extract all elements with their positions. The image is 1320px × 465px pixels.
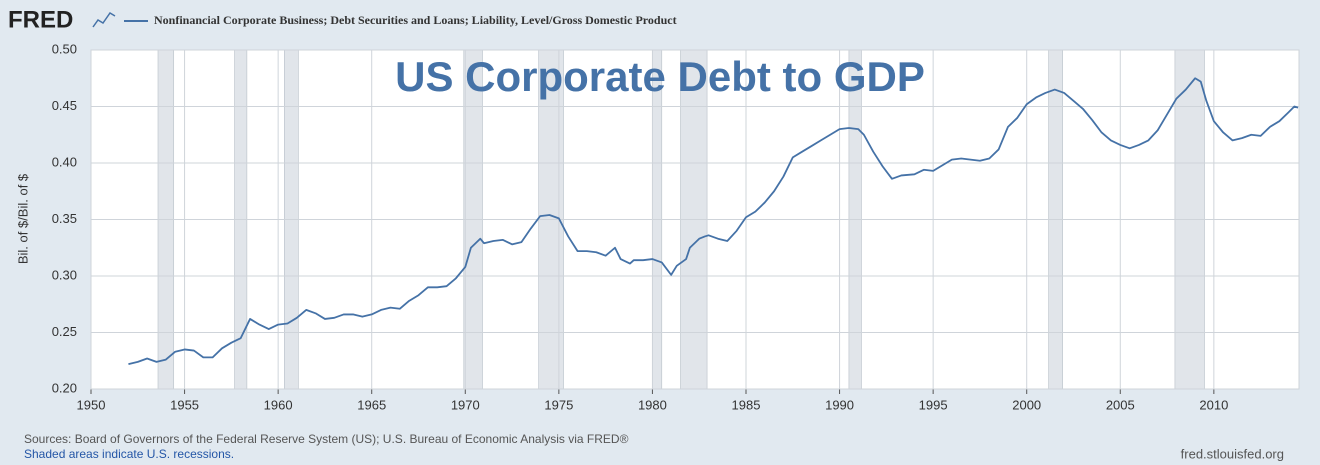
x-tick-label: 2010 [1199,397,1228,412]
grid [90,49,1300,394]
recession-note: Shaded areas indicate U.S. recessions. [24,447,234,461]
x-tick-label: 1985 [732,397,761,412]
y-tick-label: 0.50 [52,41,77,56]
x-tick-label: 1995 [919,397,948,412]
y-axis-label: Bil. of $/Bil. of $ [15,173,30,264]
site: fred.stlouisfed.org [1181,446,1284,461]
y-tick-label: 0.25 [52,324,77,339]
x-tick-label: 2000 [1012,397,1041,412]
x-tick-label: 1980 [638,397,667,412]
logo-icon [92,11,116,28]
x-tick-label: 1965 [357,397,386,412]
x-tick-label: 1960 [264,397,293,412]
y-tick-label: 0.30 [52,267,77,282]
lines [128,77,1299,366]
y-tick-label: 0.45 [52,98,77,113]
x-tick-label: 2005 [1106,397,1135,412]
x-tick-label: 1950 [77,397,106,412]
x-tick-label: 1975 [544,397,573,412]
series-line [128,77,1299,366]
x-tick-label: 1990 [825,397,854,412]
chart-title: US Corporate Debt to GDP [395,53,925,100]
x-tick-label: 1955 [170,397,199,412]
x-tick-label: 1970 [451,397,480,412]
y-tick-label: 0.35 [52,211,77,226]
plot-frame [90,49,1300,390]
sources: Sources: Board of Governors of the Feder… [24,432,629,446]
legend-label: Nonfinancial Corporate Business; Debt Se… [154,13,677,27]
y-tick-label: 0.20 [52,380,77,395]
brand-logo: FRED [8,6,73,33]
y-tick-label: 0.40 [52,154,77,169]
